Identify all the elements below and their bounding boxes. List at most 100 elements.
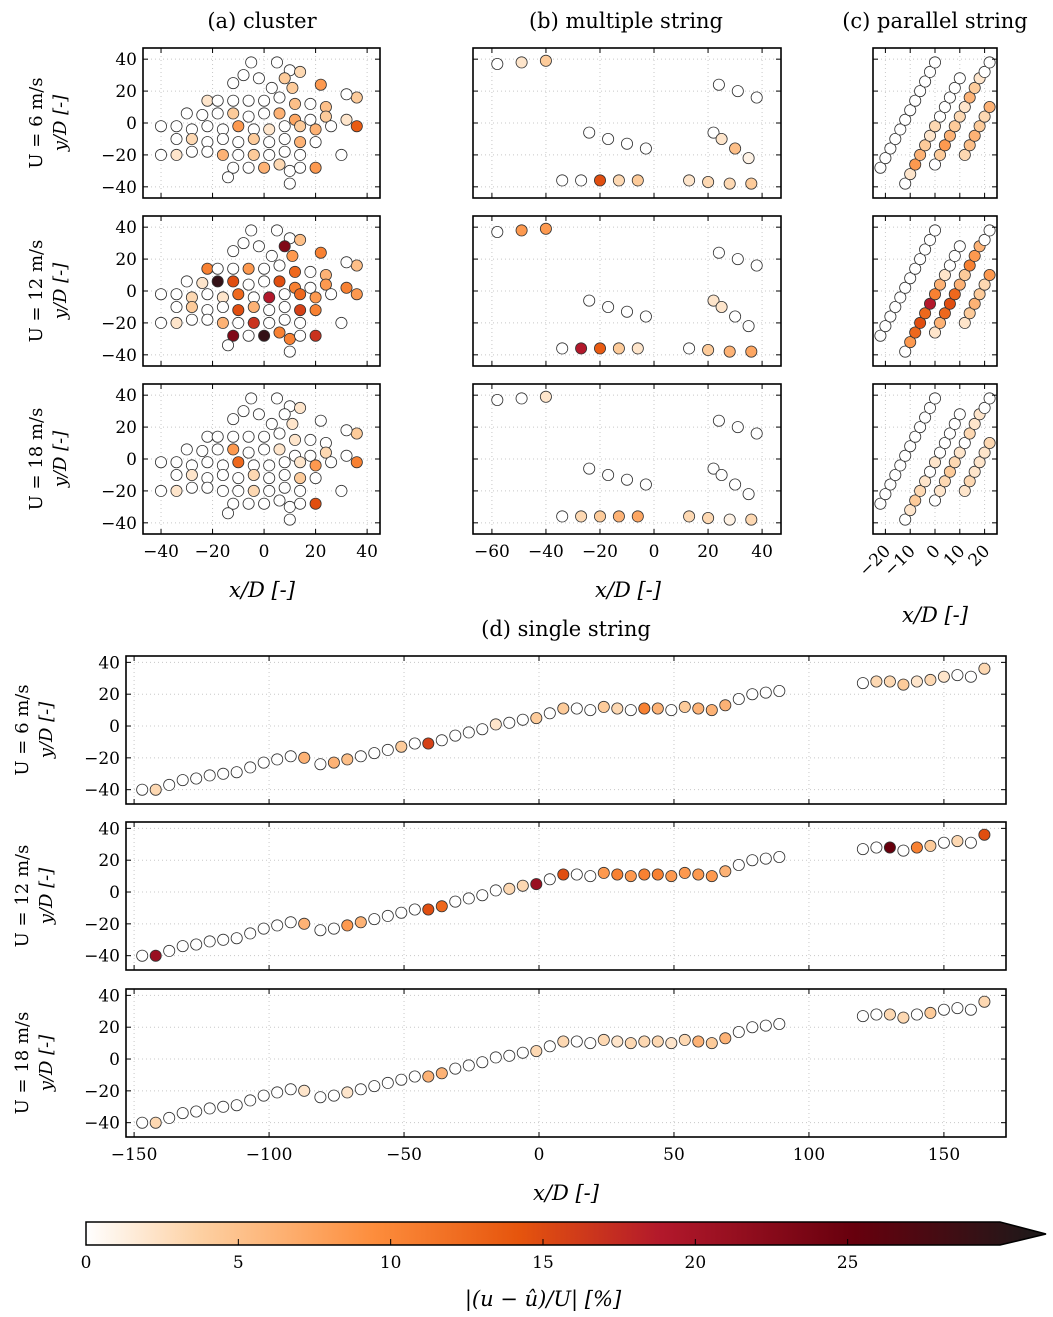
data-point [247,148,260,161]
data-point [227,161,240,174]
data-point [904,440,917,453]
data-point [309,161,322,174]
data-point [958,316,971,329]
data-point [924,673,937,686]
colorbar: 0 5 10 15 20 25 |(u − û)/U| [%] [81,1221,1047,1312]
data-point [154,484,167,497]
data-point [273,443,286,456]
data-point [185,468,198,481]
data-point [284,916,297,929]
data-point [294,136,307,149]
data-point [185,481,198,494]
data-point [651,1035,664,1048]
data-point [692,868,705,881]
data-point [924,297,937,310]
single-panel-2: −40 −20 0 20 40 [84,819,1007,971]
data-point [294,120,307,133]
data-point [263,472,276,485]
data-point [149,1116,162,1129]
data-point [221,507,234,520]
data-point [314,78,327,91]
data-point [951,835,964,848]
data-point [742,152,755,165]
data-point [978,65,991,78]
xlabel-multiple: x/D [-] [595,578,662,602]
data-point [340,449,353,462]
data-point [731,421,744,434]
data-point [227,443,240,456]
data-point [354,750,367,763]
ylabel-single-12: y/D [-] [36,867,57,925]
data-point [489,1051,502,1064]
data-point [489,718,502,731]
data-point [715,132,728,145]
data-point [937,836,950,849]
data-point [705,870,718,883]
data-point [368,1080,381,1093]
data-point [631,174,644,187]
y-tick-label: −20 [101,314,137,334]
data-point [211,107,224,120]
y-tick-label: −20 [101,146,137,166]
data-point [216,132,229,145]
data-point [170,132,183,145]
colorbar-tick-label: 15 [532,1253,554,1273]
data-point [247,468,260,481]
data-point [929,494,942,507]
data-point [584,1037,597,1050]
data-point [683,342,696,355]
data-point [247,300,260,313]
data-point [894,459,907,472]
data-point [149,949,162,962]
row-label-single-6: U = 6 m/s [12,684,33,775]
data-point [422,903,435,916]
data-point [314,1091,327,1104]
y-tick-label: 0 [126,114,137,134]
data-point [242,110,255,123]
data-point [951,669,964,682]
data-point [516,1046,529,1059]
data-point [294,484,307,497]
data-point [692,1035,705,1048]
data-point [897,1011,910,1024]
data-point [639,310,652,323]
data-point [732,1026,745,1039]
data-point [298,751,311,764]
data-point [712,246,725,259]
scatter-panels: −40 −20 0 20 40 −40 −20 0 20 40 −40 −20 0 20 40 −40 −20 0… [84,47,1007,1165]
data-point [227,94,240,107]
data-point [874,329,887,342]
data-point [294,329,307,342]
data-point [639,478,652,491]
x-tick-label: −40 [143,542,179,562]
data-point [705,704,718,717]
data-point [584,704,597,717]
data-point [491,393,504,406]
data-point [237,69,250,82]
data-point [340,113,353,126]
data-point [283,513,296,526]
data-point [948,120,961,133]
data-point [543,1040,556,1053]
data-point [719,699,732,712]
x-tick-label: −20 [195,542,231,562]
data-point [227,413,240,426]
colorbar-tick-label: 25 [837,1253,859,1273]
data-point [449,895,462,908]
y-tick-label: −40 [84,781,120,801]
y-tick-label: −40 [101,346,137,366]
data-point [943,91,956,104]
y-tick-label: −40 [101,178,137,198]
data-point [963,475,976,488]
xlabel-parallel: x/D [-] [902,603,969,627]
data-point [340,88,353,101]
data-point [341,1086,354,1099]
data-point [914,253,927,266]
data-point [948,249,961,262]
multiple-panel-2 [472,215,782,367]
data-point [258,161,271,174]
data-point [242,329,255,342]
data-point [381,909,394,922]
data-point [217,767,230,780]
data-point [227,329,240,342]
